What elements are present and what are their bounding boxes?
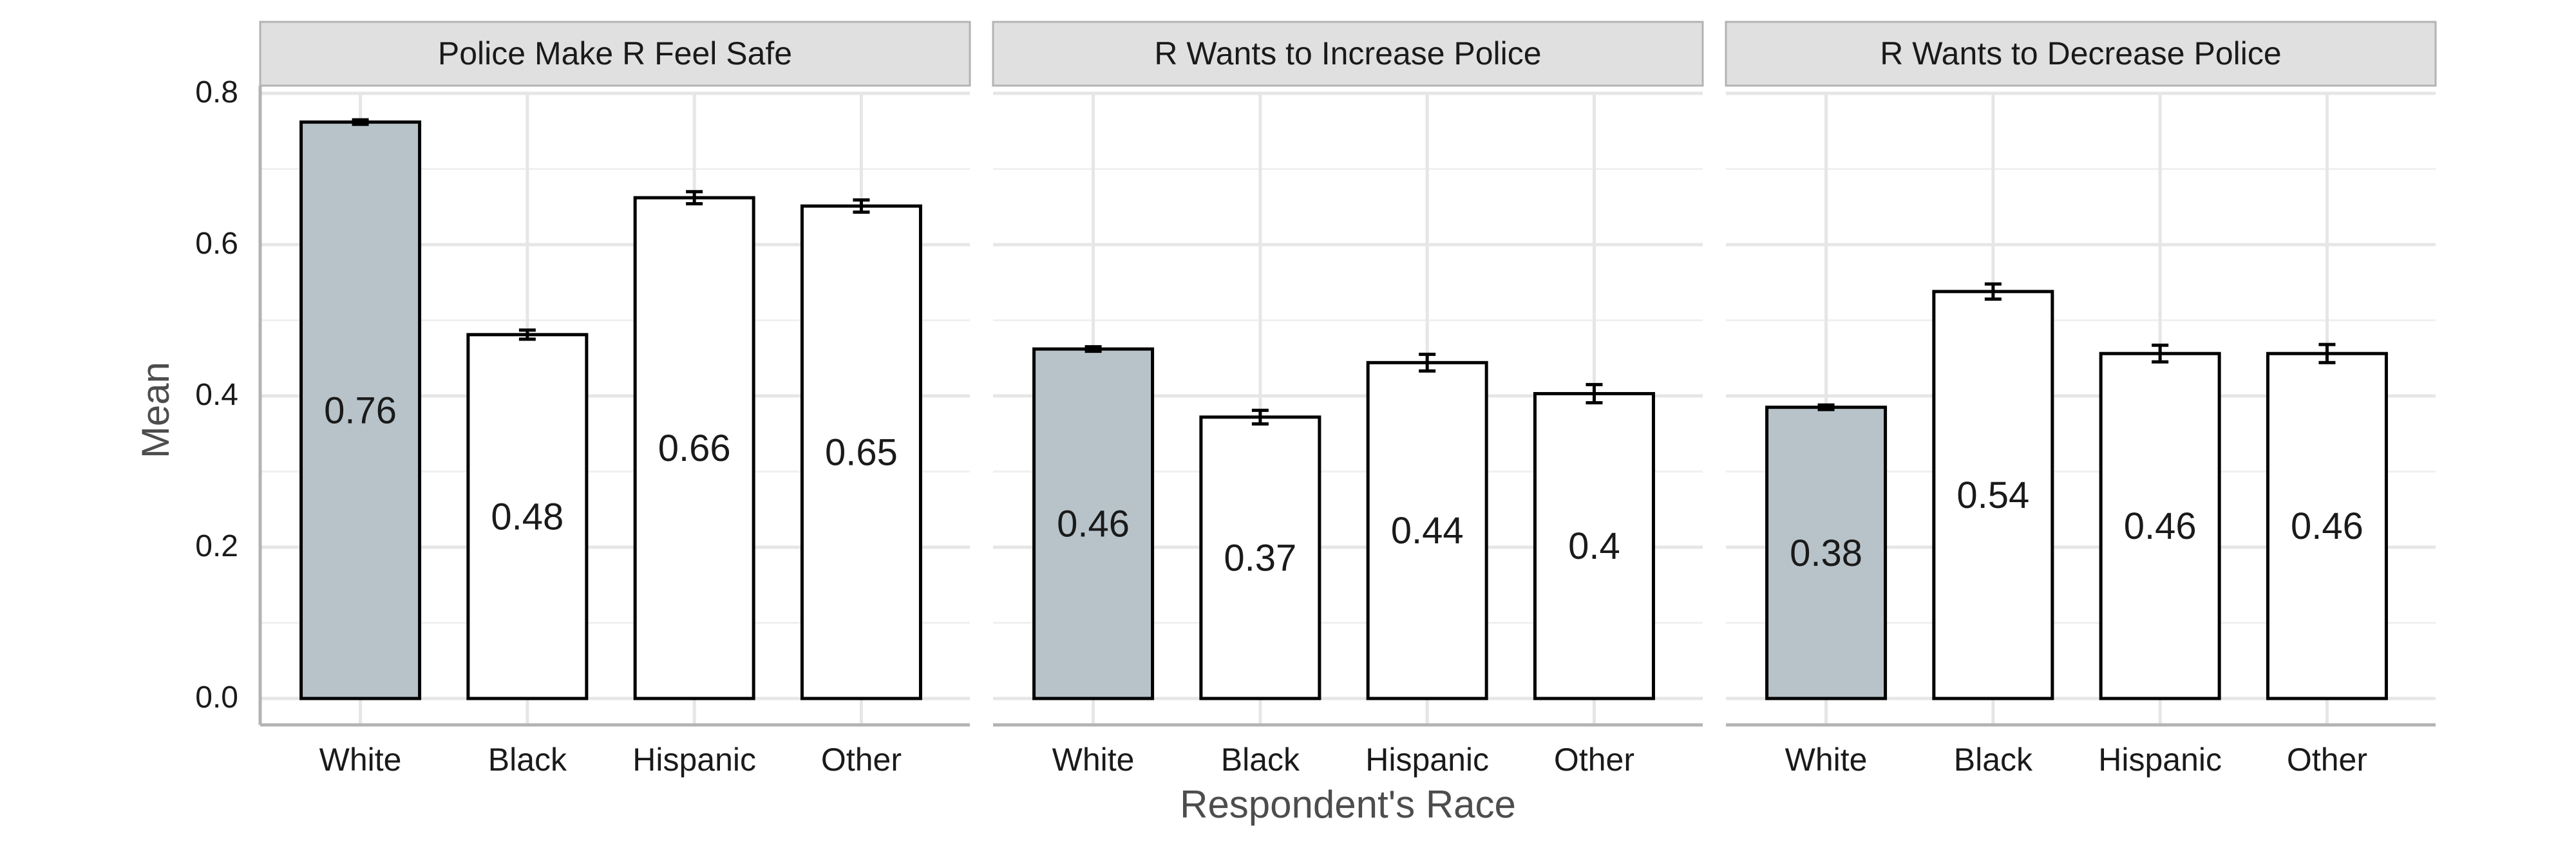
bar-value-label: 0.76 [324, 389, 397, 431]
bar-value-label: 0.46 [2291, 505, 2363, 547]
bar [299, 120, 422, 700]
x-tick-label: Other [821, 742, 902, 778]
bar-value-label: 0.46 [2124, 505, 2197, 547]
panel-title: R Wants to Decrease Police [1880, 35, 2281, 71]
bar [1533, 391, 1655, 700]
bar [633, 196, 755, 700]
x-tick-label: White [319, 742, 402, 778]
x-tick-label: Hispanic [2098, 742, 2222, 778]
x-tick-label: Hispanic [1365, 742, 1489, 778]
x-tick-label: White [1052, 742, 1135, 778]
bar-value-label: 0.66 [658, 427, 731, 469]
panel-strip [1725, 21, 2437, 87]
bar-value-label: 0.4 [1568, 525, 1620, 567]
x-tick-label: Black [1221, 742, 1300, 778]
bar-value-label: 0.65 [825, 432, 898, 474]
y-tick-label: 0.2 [195, 529, 238, 563]
bar [2099, 352, 2221, 700]
y-axis-title: Mean [134, 362, 177, 458]
panel-title: Police Make R Feel Safe [438, 35, 792, 71]
x-tick-label: Other [1554, 742, 1634, 778]
y-tick-label: 0.4 [195, 378, 238, 412]
bar [1199, 415, 1321, 700]
bar [2266, 352, 2388, 700]
bar [1765, 406, 1888, 700]
y-tick-label: 0.8 [195, 75, 238, 109]
bar-value-label: 0.46 [1057, 503, 1130, 545]
bar [1032, 347, 1155, 700]
panel-title: R Wants to Increase Police [1154, 35, 1541, 71]
panel-strip [992, 21, 1704, 87]
x-axis-title: Respondent's Race [1180, 783, 1516, 826]
bar-value-label: 0.54 [1956, 474, 2029, 516]
x-tick-label: White [1785, 742, 1868, 778]
bar-value-label: 0.38 [1790, 532, 1862, 574]
bar [800, 204, 922, 700]
y-tick-label: 0.6 [195, 227, 238, 261]
bar-value-label: 0.48 [491, 496, 564, 538]
x-tick-label: Hispanic [632, 742, 756, 778]
x-tick-label: Black [488, 742, 567, 778]
x-tick-label: Other [2287, 742, 2367, 778]
panel-strip [259, 21, 971, 87]
y-tick-label: 0.0 [195, 680, 238, 715]
bar [466, 333, 589, 700]
x-tick-label: Black [1954, 742, 2033, 778]
bar [1932, 290, 2054, 700]
bar-value-label: 0.37 [1224, 537, 1296, 579]
bar [1366, 361, 1488, 700]
bar-value-label: 0.44 [1391, 510, 1464, 552]
